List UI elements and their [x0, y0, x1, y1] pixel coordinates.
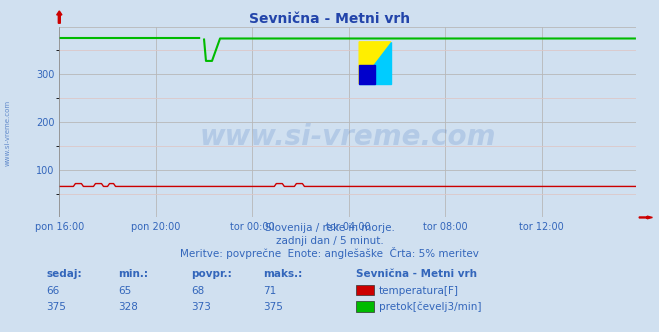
Text: Sevnična - Metni vrh: Sevnična - Metni vrh — [356, 269, 477, 279]
Text: Meritve: povprečne  Enote: anglešaške  Črta: 5% meritev: Meritve: povprečne Enote: anglešaške Črt… — [180, 247, 479, 259]
Text: www.si-vreme.com: www.si-vreme.com — [5, 100, 11, 166]
Text: min.:: min.: — [119, 269, 149, 279]
Text: povpr.:: povpr.: — [191, 269, 232, 279]
Text: 328: 328 — [119, 302, 138, 312]
Text: temperatura[F]: temperatura[F] — [379, 286, 459, 296]
Text: Sevnična - Metni vrh: Sevnična - Metni vrh — [249, 12, 410, 26]
Text: 68: 68 — [191, 286, 204, 296]
Text: 66: 66 — [46, 286, 59, 296]
Polygon shape — [359, 42, 391, 84]
Text: Slovenija / reke in morje.: Slovenija / reke in morje. — [264, 223, 395, 233]
Polygon shape — [359, 42, 391, 84]
Text: 373: 373 — [191, 302, 211, 312]
Text: 71: 71 — [264, 286, 277, 296]
Text: www.si-vreme.com: www.si-vreme.com — [200, 123, 496, 151]
Polygon shape — [359, 65, 375, 84]
Text: 65: 65 — [119, 286, 132, 296]
Text: zadnji dan / 5 minut.: zadnji dan / 5 minut. — [275, 236, 384, 246]
Text: maks.:: maks.: — [264, 269, 303, 279]
Text: 375: 375 — [46, 302, 66, 312]
Text: 375: 375 — [264, 302, 283, 312]
Text: sedaj:: sedaj: — [46, 269, 82, 279]
Text: pretok[čevelj3/min]: pretok[čevelj3/min] — [379, 302, 482, 312]
